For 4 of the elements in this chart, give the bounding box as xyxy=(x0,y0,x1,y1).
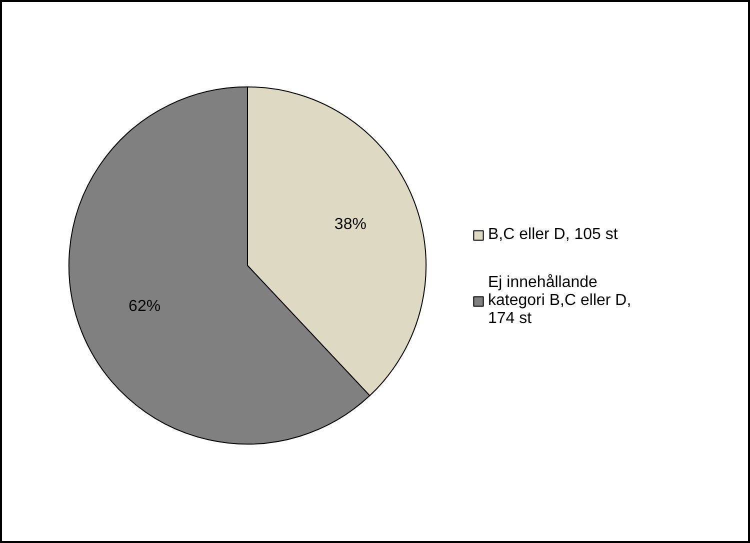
data-label: 38% xyxy=(334,216,366,234)
legend-label: Ej innehållande kategori B,C eller D, 174 st xyxy=(488,274,632,328)
legend-label: B,C eller D, 105 st xyxy=(488,226,618,244)
data-label: 62% xyxy=(128,298,161,315)
